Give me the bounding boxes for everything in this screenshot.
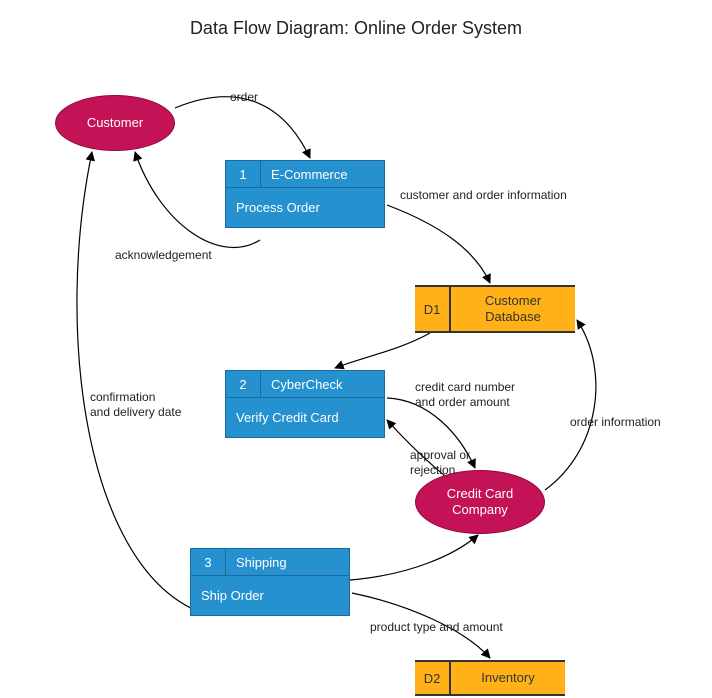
entity-credit-card-company: Credit Card Company — [415, 470, 545, 534]
entity-label: Customer — [87, 115, 143, 131]
process-label: Verify Credit Card — [226, 398, 384, 437]
datastore-label: Inventory — [451, 662, 565, 694]
edge-p3_to_cc — [350, 535, 478, 580]
process-number: 2 — [226, 371, 261, 397]
diagram-title: Data Flow Diagram: Online Order System — [0, 18, 712, 39]
process-label: Ship Order — [191, 576, 349, 615]
edge-order_info — [545, 320, 596, 490]
edge-label-cust_order_info: customer and order information — [400, 188, 567, 203]
diagram-canvas: Data Flow Diagram: Online Order System C… — [0, 0, 712, 698]
process-subsystem: CyberCheck — [261, 371, 384, 397]
edge-d1_to_p2 — [335, 333, 430, 368]
process-number: 3 — [191, 549, 226, 575]
datastore-label: Customer Database — [451, 287, 575, 331]
process-header: 1 E-Commerce — [226, 161, 384, 188]
process-2: 2 CyberCheck Verify Credit Card — [225, 370, 385, 438]
datastore-id: D1 — [415, 287, 451, 331]
edge-label-confirm: confirmation and delivery date — [90, 390, 181, 420]
process-subsystem: E-Commerce — [261, 161, 384, 187]
process-header: 2 CyberCheck — [226, 371, 384, 398]
process-3: 3 Shipping Ship Order — [190, 548, 350, 616]
edge-confirm — [77, 152, 195, 610]
process-label: Process Order — [226, 188, 384, 227]
edge-cust_order_info — [387, 205, 490, 283]
process-number: 1 — [226, 161, 261, 187]
process-subsystem: Shipping — [226, 549, 349, 575]
process-1: 1 E-Commerce Process Order — [225, 160, 385, 228]
edge-label-order: order — [230, 90, 258, 105]
process-header: 3 Shipping — [191, 549, 349, 576]
entity-customer: Customer — [55, 95, 175, 151]
edge-label-p3_to_d2: product type and amount — [370, 620, 503, 635]
edge-order — [175, 97, 310, 158]
edge-label-cc_num: credit card number and order amount — [415, 380, 515, 410]
edge-label-approval: approval or rejection — [410, 448, 470, 478]
datastore-d2: D2 Inventory — [415, 660, 565, 696]
datastore-d1: D1 Customer Database — [415, 285, 575, 333]
edge-label-ack: acknowledgement — [115, 248, 212, 263]
edge-label-order_info: order information — [570, 415, 661, 430]
datastore-id: D2 — [415, 662, 451, 694]
entity-label: Credit Card Company — [422, 486, 538, 517]
